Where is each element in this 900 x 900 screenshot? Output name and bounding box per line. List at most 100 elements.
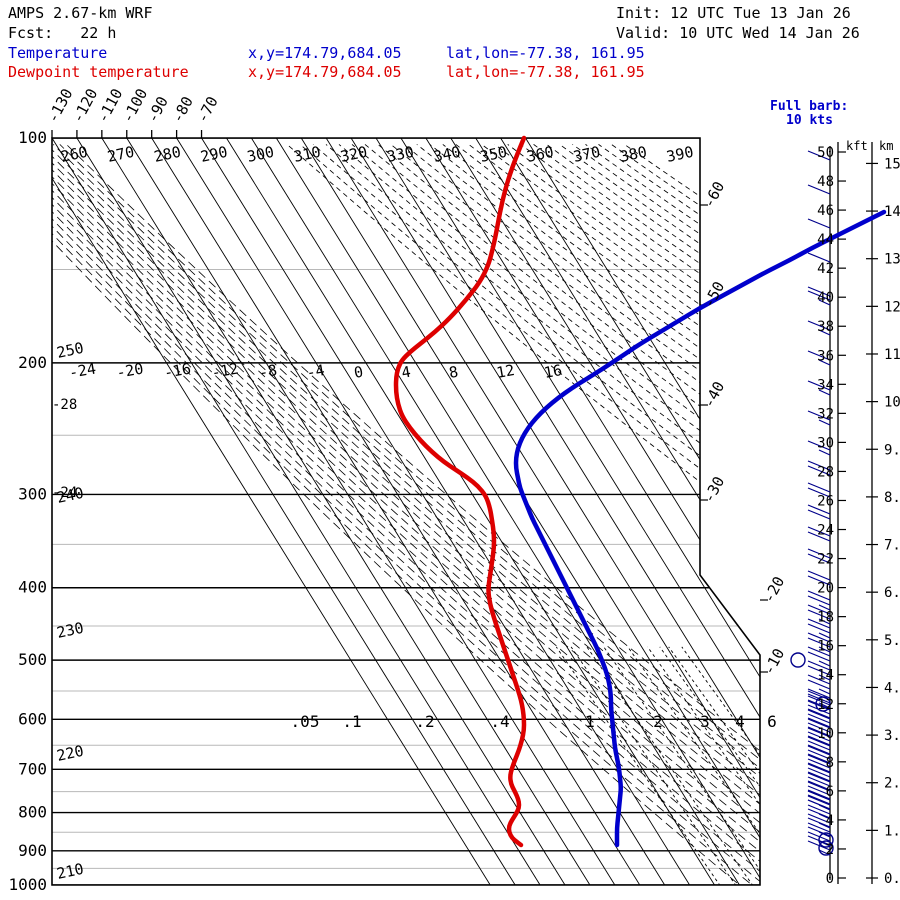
kft-tick-14: 14 <box>817 668 834 684</box>
km-tick-11p: 11. <box>884 347 900 363</box>
kft-tick-26: 26 <box>817 493 834 509</box>
wind-barb <box>807 252 831 263</box>
kft-tick-48: 48 <box>817 174 834 190</box>
pressure-tick-200: 200 <box>18 353 47 372</box>
wind-barb <box>807 380 831 396</box>
init-time: Init: 12 UTC Tue 13 Jan 26 <box>616 4 851 22</box>
wind-barb <box>807 150 831 161</box>
right-temp-tick--30: -30 <box>700 474 729 506</box>
isotherm-label-minus24: -24 <box>68 360 98 382</box>
kft-tick-0: 0 <box>826 871 834 887</box>
wind-barb <box>807 618 831 639</box>
pressure-tick-100: 100 <box>18 128 47 147</box>
theta-left-label-210: 210 <box>55 860 85 883</box>
kft-tick-4: 4 <box>826 813 834 829</box>
isotherm-label-minus20: -20 <box>115 360 145 382</box>
right-temp-tick--60: -60 <box>700 179 729 211</box>
temperature-legend-label: Temperature <box>8 44 108 62</box>
km-tick-9p: 9. <box>884 442 900 458</box>
pressure-tick-500: 500 <box>18 650 47 669</box>
kft-axis-title: kft <box>846 139 868 153</box>
isotherm-label-minus16: -16 <box>163 360 193 382</box>
wind-barb <box>807 708 831 729</box>
isotherm-label-4: 4 <box>400 363 412 382</box>
kft-tick-6: 6 <box>826 784 834 800</box>
wind-barb <box>807 482 831 498</box>
theta-label-300: 300 <box>245 143 275 166</box>
temperature-latlon: lat,lon=-77.38, 161.95 <box>446 44 645 62</box>
km-tick-8p: 8. <box>884 490 900 506</box>
mixing-ratio-label-6: 6 <box>767 712 777 731</box>
kft-tick-2: 2 <box>826 842 834 858</box>
valid-time: Valid: 10 UTC Wed 14 Jan 26 <box>616 24 860 42</box>
isotherm-label-12: 12 <box>495 361 516 382</box>
wind-barb <box>807 320 831 336</box>
isotherm-label-8: 8 <box>448 363 460 382</box>
pressure-tick-600: 600 <box>18 709 47 728</box>
wind-barb <box>807 753 831 774</box>
theta-left-label-240: 240 <box>55 484 85 507</box>
mixing-ratio-label-p05: .05 <box>291 712 320 731</box>
kft-tick-24: 24 <box>817 523 834 539</box>
wind-barb <box>807 504 831 520</box>
mixing-ratio-label-1: 1 <box>585 712 595 731</box>
kft-tick-42: 42 <box>817 261 834 277</box>
temperature-xy: x,y=174.79,684.05 <box>248 44 402 62</box>
temperature-profile-curve <box>393 135 527 848</box>
kft-tick-46: 46 <box>817 203 834 219</box>
wind-barb <box>807 440 831 456</box>
kft-tick-22: 22 <box>817 552 834 568</box>
pressure-tick-1000: 1000 <box>8 875 47 894</box>
wind-calm-marker <box>818 840 834 856</box>
isotherm-label-0: 0 <box>353 363 365 382</box>
theta-label-280: 280 <box>152 143 182 166</box>
km-tick-6p: 6. <box>884 585 900 601</box>
wind-barb <box>807 548 831 564</box>
mixing-ratio-label-p4: .4 <box>490 712 509 731</box>
left-temp-label--28: -28 <box>52 397 77 413</box>
wind-calm-marker <box>790 652 806 668</box>
wind-calm-marker <box>818 832 834 848</box>
kft-tick-34: 34 <box>817 377 834 393</box>
wind-barb <box>807 646 831 667</box>
right-temp-tick--40: -40 <box>700 379 729 411</box>
wind-barb <box>807 460 831 476</box>
theta-label-310: 310 <box>292 143 322 166</box>
km-tick-14p: 14. <box>884 204 900 220</box>
kft-tick-20: 20 <box>817 581 834 597</box>
wind-barb <box>807 717 831 738</box>
theta-label-320: 320 <box>339 143 369 166</box>
right-temp-tick--10: -10 <box>760 646 789 678</box>
kft-tick-50: 50 <box>817 145 834 161</box>
wind-calm-marker <box>815 696 831 712</box>
forecast-hour: Fcst: 22 h <box>8 24 117 42</box>
wind-barb <box>807 771 831 792</box>
wind-barb <box>807 632 831 653</box>
pressure-tick-800: 800 <box>18 803 47 822</box>
isotherm-label-minus8: -8 <box>258 361 279 382</box>
dewpoint-legend-label: Dewpoint temperature <box>8 63 189 81</box>
wind-barb <box>807 286 831 297</box>
theta-label-340: 340 <box>432 143 462 166</box>
km-tick-4p: 4. <box>884 680 900 696</box>
pressure-tick-700: 700 <box>18 759 47 778</box>
wind-barb <box>807 735 831 756</box>
theta-label-270: 270 <box>106 143 136 166</box>
km-tick-2p: 2. <box>884 776 900 792</box>
kft-tick-44: 44 <box>817 232 834 248</box>
kft-tick-32: 32 <box>817 406 834 422</box>
pressure-tick-300: 300 <box>18 484 47 503</box>
top-temp-tick--70: -70 <box>193 94 222 126</box>
km-tick-5p: 5. <box>884 633 900 649</box>
full-barb-legend-line2: 10 kts <box>786 113 833 128</box>
pressure-tick-900: 900 <box>18 841 47 860</box>
kft-tick-12: 12 <box>817 697 834 713</box>
dewpoint-xy: x,y=174.79,684.05 <box>248 63 402 81</box>
km-tick-7p: 7. <box>884 538 900 554</box>
full-barb-legend-line1: Full barb: <box>770 99 849 114</box>
wind-barb <box>807 218 831 229</box>
dewpoint-profile-curve <box>513 209 887 848</box>
right-temp-tick--20: -20 <box>760 574 789 606</box>
wind-barb <box>807 290 831 306</box>
